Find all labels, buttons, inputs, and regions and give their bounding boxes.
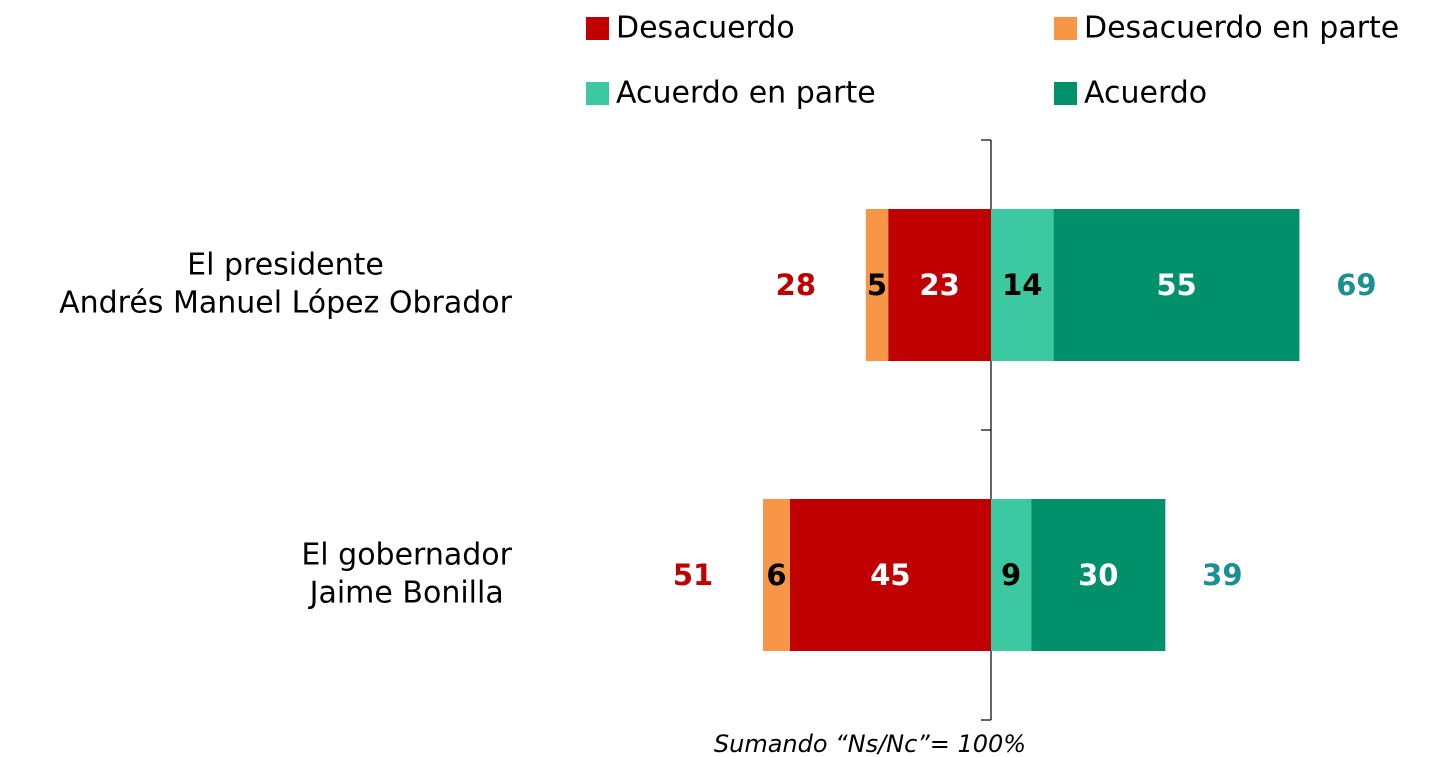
legend-swatch <box>1054 82 1077 105</box>
data-label: 45 <box>870 558 910 592</box>
category-line: Andrés Manuel López Obrador <box>59 286 513 321</box>
legend-label: Desacuerdo <box>616 11 795 46</box>
legend-swatch <box>586 17 609 40</box>
bar-segment <box>865 209 889 361</box>
bar-segment <box>1031 499 1166 651</box>
category-line: El gobernador <box>301 538 512 573</box>
category-line: Jaime Bonilla <box>308 576 504 611</box>
data-label: 5 <box>867 268 887 302</box>
bar-segment <box>991 209 1054 361</box>
total-negative: 28 <box>776 268 816 302</box>
bar-segment <box>888 209 991 361</box>
data-label: 9 <box>1001 558 1021 592</box>
data-label: 14 <box>1002 268 1042 302</box>
data-label: 23 <box>919 268 959 302</box>
bar-segment <box>991 499 1032 651</box>
bar-segment <box>1053 209 1300 361</box>
data-label: 30 <box>1078 558 1118 592</box>
bar-segment <box>789 499 991 651</box>
legend-label: Desacuerdo en parte <box>1084 11 1399 46</box>
note: Sumando “Ns/Nc”= 100% <box>714 730 1026 757</box>
total-positive: 69 <box>1336 268 1376 302</box>
category-line: El presidente <box>187 248 384 283</box>
legend-swatch <box>586 82 609 105</box>
total-negative: 51 <box>673 558 713 592</box>
legend-swatch <box>1054 17 1077 40</box>
legend-label: Acuerdo en parte <box>616 76 876 111</box>
data-label: 6 <box>766 558 786 592</box>
data-label: 55 <box>1156 268 1196 302</box>
legend-label: Acuerdo <box>1084 76 1207 111</box>
total-positive: 39 <box>1202 558 1242 592</box>
bar-segment <box>763 499 790 651</box>
